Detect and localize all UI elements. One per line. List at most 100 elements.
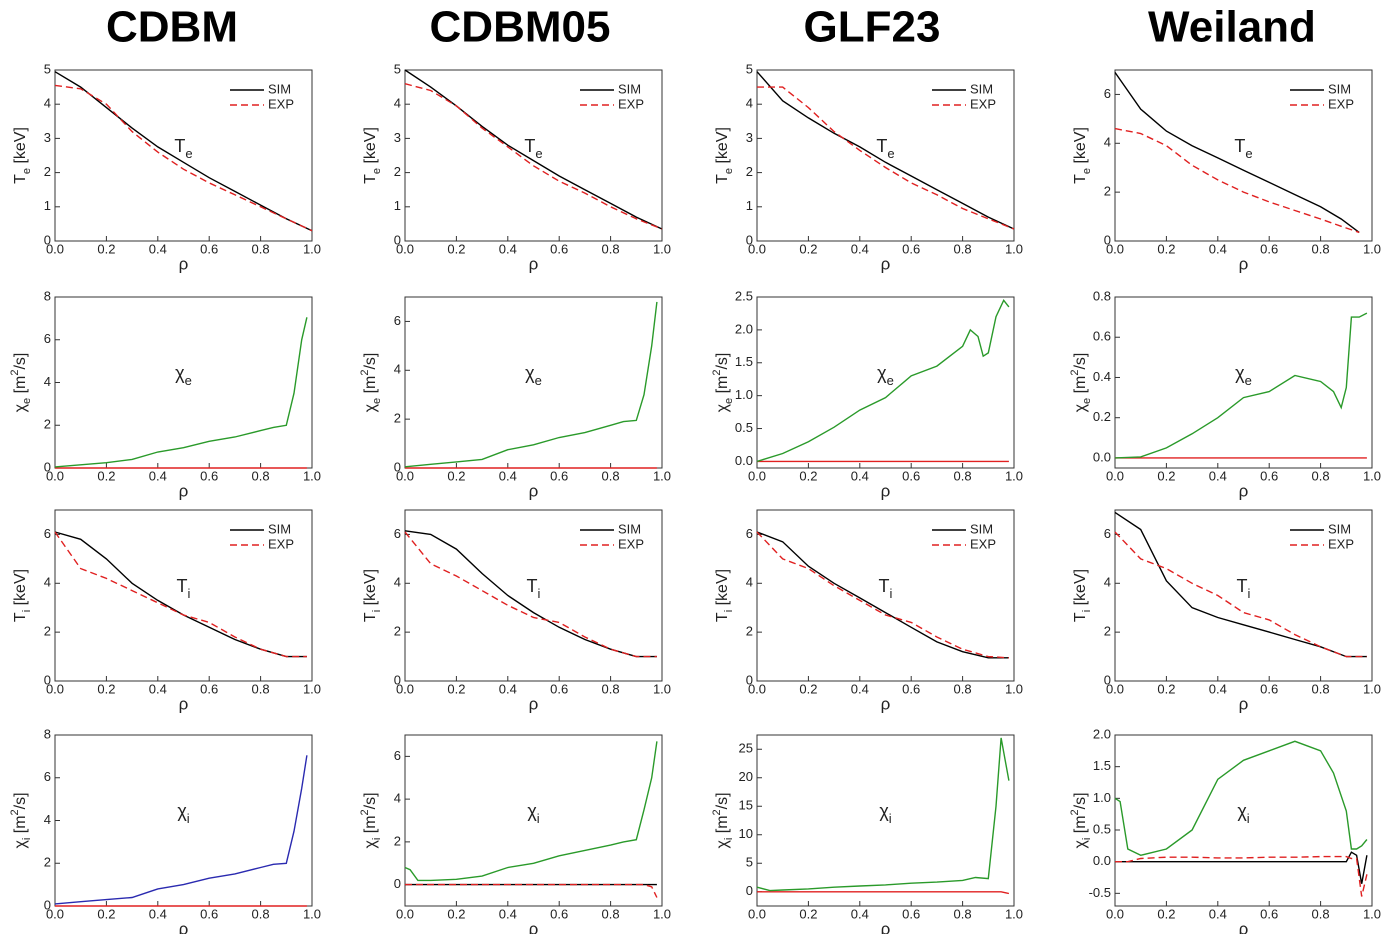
data-line — [54, 755, 308, 905]
y-axis-label: χe [m2/s] — [9, 353, 33, 413]
label-part: i — [187, 811, 190, 826]
label-part: [m — [362, 376, 379, 398]
label-part: e — [371, 398, 383, 404]
x-tick-label: 0.8 — [602, 241, 620, 256]
legend-label: EXP — [970, 96, 996, 111]
label-part: T — [1237, 576, 1248, 596]
label-part: χ — [879, 801, 889, 821]
x-tick-label: 0.0 — [1106, 906, 1124, 921]
y-tick-label: 0.0 — [1093, 853, 1111, 868]
y-tick-label: 2 — [746, 164, 753, 179]
annotation: χe — [175, 363, 192, 388]
label-part: T — [12, 174, 29, 184]
y-tick-label: 8 — [44, 288, 51, 303]
y-tick-label: 2 — [1104, 624, 1111, 639]
annotation: χi — [1237, 801, 1249, 826]
y-tick-label: 6 — [44, 331, 51, 346]
label-part: i — [890, 586, 893, 601]
annotation: Ti — [527, 576, 541, 601]
x-tick-label: 0.0 — [396, 468, 414, 483]
label-part: [m — [362, 815, 379, 837]
x-tick-label: 0.4 — [1209, 241, 1227, 256]
x-tick-label: 0.6 — [200, 906, 218, 921]
x-tick-label: 1.0 — [303, 241, 321, 256]
x-axis-label: ρ — [529, 254, 539, 273]
y-tick-label: 0 — [746, 232, 753, 247]
x-tick-label: 0.6 — [902, 468, 920, 483]
y-tick-label: 2 — [44, 417, 51, 432]
y-tick-label: 6 — [746, 526, 753, 541]
x-tick-label: 0.4 — [1209, 468, 1227, 483]
label-part: 2 — [359, 809, 371, 815]
x-tick-label: 0.2 — [97, 906, 115, 921]
label-part: [m — [12, 815, 29, 837]
label-part: [keV] — [12, 127, 29, 168]
x-tick-label: 0.6 — [200, 468, 218, 483]
label-part: i — [723, 610, 735, 612]
x-tick-label: 0.6 — [902, 241, 920, 256]
label-part: [m — [714, 376, 731, 398]
data-line — [405, 883, 658, 898]
column-title: CDBM — [106, 3, 238, 52]
annotation: Te — [876, 136, 894, 161]
y-axis-label: χe [m2/s] — [359, 353, 383, 413]
y-axis-label: χe [m2/s] — [711, 353, 735, 413]
plot-frame — [404, 734, 663, 907]
y-tick-label: 1.0 — [1093, 790, 1111, 805]
y-tick-label: 1 — [394, 198, 401, 213]
x-axis-label: ρ — [1239, 481, 1249, 500]
y-axis-label: Te [keV] — [12, 127, 33, 184]
plot-frame — [404, 509, 663, 682]
label-part: e — [185, 373, 192, 388]
legend-label: SIM — [1328, 81, 1351, 96]
legend-label: SIM — [618, 521, 641, 536]
y-tick-label: 0.6 — [1093, 329, 1111, 344]
data-line — [1114, 531, 1367, 658]
x-tick-label: 0.8 — [954, 468, 972, 483]
x-tick-label: 0.8 — [252, 681, 270, 696]
panel: 0.0 0.2 0.4 0.6 0.8 1.0-0.50.00.51.01.52.0ρχi… — [1069, 726, 1381, 934]
label-part: [keV] — [1072, 569, 1089, 610]
plot-frame — [756, 509, 1015, 682]
label-part: χ — [527, 801, 537, 821]
y-tick-label: 2 — [44, 855, 51, 870]
y-tick-label: 0.5 — [735, 420, 753, 435]
label-part: 2 — [711, 370, 723, 376]
x-tick-label: 1.0 — [303, 468, 321, 483]
label-part: i — [889, 811, 892, 826]
label-part: 2 — [9, 370, 21, 376]
x-axis-label: ρ — [179, 694, 189, 713]
x-tick-label: 0.2 — [97, 241, 115, 256]
y-axis-label: Ti [keV] — [1072, 569, 1093, 622]
legend-label: SIM — [618, 81, 641, 96]
data-line — [54, 71, 313, 232]
x-tick-label: 0.0 — [396, 241, 414, 256]
data-line — [404, 83, 663, 230]
y-tick-label: 0.0 — [1093, 449, 1111, 464]
x-axis-label: ρ — [1239, 919, 1249, 934]
x-tick-label: 0.0 — [46, 241, 64, 256]
x-tick-label: 1.0 — [1363, 241, 1381, 256]
label-part: [m — [12, 376, 29, 398]
label-part: [m — [1072, 376, 1089, 398]
data-line — [54, 84, 313, 232]
x-axis-label: ρ — [1239, 254, 1249, 273]
label-part: /s] — [714, 353, 731, 370]
data-line — [1114, 312, 1368, 459]
x-axis-label: ρ — [179, 254, 189, 273]
data-line — [404, 69, 663, 230]
label-part: i — [1081, 610, 1093, 612]
label-part: e — [535, 146, 542, 161]
y-tick-label: -0.5 — [1089, 885, 1111, 900]
label-part: T — [714, 174, 731, 184]
label-part: i — [21, 838, 33, 840]
annotation: Te — [524, 136, 542, 161]
y-axis-label: Ti [keV] — [12, 569, 33, 622]
y-tick-label: 6 — [394, 526, 401, 541]
